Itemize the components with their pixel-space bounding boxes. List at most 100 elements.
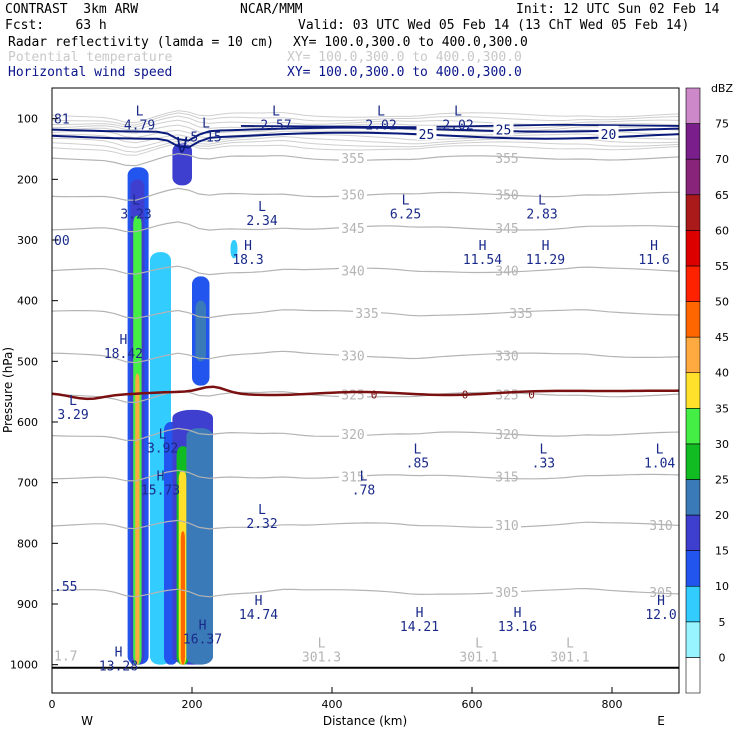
colorbar-level-60: 60 [715, 224, 729, 237]
freezing-level-label-0: 0 [371, 388, 378, 401]
colorbar-level-45: 45 [715, 331, 729, 344]
colorbar-bin-11 [685, 265, 701, 302]
theta-label-345: 345 [341, 222, 364, 237]
colorbar-level-30: 30 [715, 438, 729, 451]
edge-label-0: 81 [54, 113, 70, 128]
marker-value-20: .78 [352, 484, 375, 499]
x-tick-label-4: 800 [602, 698, 623, 711]
theta-min-value-0: 301.3 [302, 651, 341, 666]
agency-label: NCAR/MMM [240, 2, 303, 17]
theta-label-bg-320 [339, 426, 367, 441]
colorbar-level-75: 75 [715, 118, 729, 131]
colorbar-bin-8 [685, 372, 701, 409]
theta-label-bg-325 [339, 386, 367, 401]
theta-label-320: 320 [341, 428, 364, 443]
x-axis-title: Distance (km) [323, 714, 407, 728]
reflectivity-cell-3 [135, 373, 140, 665]
reflectivity-cell-9 [180, 531, 185, 665]
theta-label-bg-310 [493, 517, 521, 532]
y-tick-label-7: 800 [17, 537, 38, 550]
colorbar-bin-9 [685, 336, 701, 374]
wind-label-bg-1 [493, 121, 514, 136]
theta-label-310: 310 [495, 519, 518, 534]
colorbar-level-5: 5 [719, 616, 726, 629]
colorbar-bin-2 [685, 585, 701, 623]
colorbar-level-55: 55 [715, 260, 729, 273]
theta-label-330: 330 [341, 349, 364, 364]
marker-H-23: H [416, 606, 424, 621]
theta-upper-line-9 [52, 142, 679, 156]
wind-contour-25-upper [240, 123, 679, 129]
theta-min-marker-1: L [475, 637, 483, 652]
marker-L-8: L [538, 194, 546, 209]
colorbar-bin-7 [685, 407, 701, 445]
marker-H-10: H [479, 239, 487, 254]
wind-label-bg-0 [416, 125, 437, 140]
marker-value-11: 11.29 [526, 253, 565, 268]
colorbar-level-10: 10 [715, 580, 729, 593]
colorbar-bin-15 [685, 123, 701, 160]
colorbar-bin-14 [685, 158, 701, 196]
y-tick-label-3: 400 [17, 295, 38, 308]
y-tick-label-0: 100 [17, 113, 38, 126]
y-tick-label-5: 600 [17, 416, 38, 429]
colorbar-bin-10 [685, 301, 701, 338]
theta-label-bg-315 [339, 468, 367, 483]
theta-min-marker-2: L [566, 637, 574, 652]
marker-H-26: H [199, 618, 207, 633]
marker-L-20: L [360, 470, 368, 485]
marker-value-19: 15.73 [141, 484, 180, 499]
colorbar-level-0: 0 [719, 651, 726, 664]
marker-L-2: L [272, 105, 280, 120]
theta-label-305: 305 [495, 586, 518, 601]
wind-contour-20 [52, 131, 679, 149]
x-tick-label-1: 200 [182, 698, 203, 711]
marker-L-16: L [413, 442, 421, 457]
theta-label-340: 340 [341, 264, 364, 279]
marker-L-7: L [402, 194, 410, 209]
marker-value-12: 11.6 [638, 253, 669, 268]
marker-value-18: 1.04 [644, 456, 675, 471]
marker-value-14: 3.29 [57, 408, 88, 423]
colorbar-bin-5 [685, 479, 701, 516]
theta-upper-line-5 [52, 129, 679, 139]
theta-label-right-345: 345 [495, 222, 518, 237]
marker-H-27: H [115, 646, 123, 661]
y-tick-label-1: 200 [17, 173, 38, 186]
theta-label-355: 355 [341, 152, 364, 167]
marker-L-14: L [69, 394, 77, 409]
marker-L-5: L [132, 194, 140, 209]
colorbar-unit: dBZ [711, 82, 734, 95]
marker-value-3: 2.02 [365, 119, 396, 134]
colorbar-bin-13 [685, 194, 701, 231]
colorbar-bin-16 [685, 87, 701, 124]
edge-label-3: 1.7 [54, 650, 77, 665]
theta-label-bg-355 [339, 150, 367, 165]
y-tick-label-6: 700 [17, 477, 38, 490]
edge-label-1: 00 [54, 234, 70, 249]
field1-xy: XY= 100.0,300.0 to 400.0,300.0 [293, 35, 528, 50]
marker-value-13: 18.42 [104, 347, 143, 362]
marker-value-8: 2.83 [526, 208, 557, 223]
marker-value-17: .33 [532, 456, 555, 471]
marker-H-24: H [514, 606, 522, 621]
marker-L-15: L [159, 427, 167, 442]
marker-H-12: H [650, 239, 658, 254]
theta-contour-310 [52, 519, 679, 530]
marker-value-0: 4.79 [124, 119, 155, 134]
marker-H-25: H [657, 594, 665, 609]
theta-min-value-2: 301.1 [550, 651, 589, 666]
freezing-level-label-2: 0 [528, 388, 535, 401]
freezing-level-label-1: 0 [462, 388, 469, 401]
theta-min-value-1: 301.1 [459, 651, 498, 666]
forecast-hour: Fcst: 63 h [5, 18, 107, 33]
marker-value-27: 13.28 [99, 660, 138, 675]
marker-value-9: 18.3 [232, 253, 263, 268]
field3-xy: XY= 100.0,300.0 to 400.0,300.0 [287, 65, 522, 80]
marker-H-11: H [542, 239, 550, 254]
marker-L-6: L [258, 200, 266, 215]
marker-value-26: 16.37 [183, 632, 222, 647]
marker-value-2: 2.57 [260, 119, 291, 134]
edge-label-2: .55 [54, 580, 77, 595]
marker-H-22: H [255, 594, 263, 609]
